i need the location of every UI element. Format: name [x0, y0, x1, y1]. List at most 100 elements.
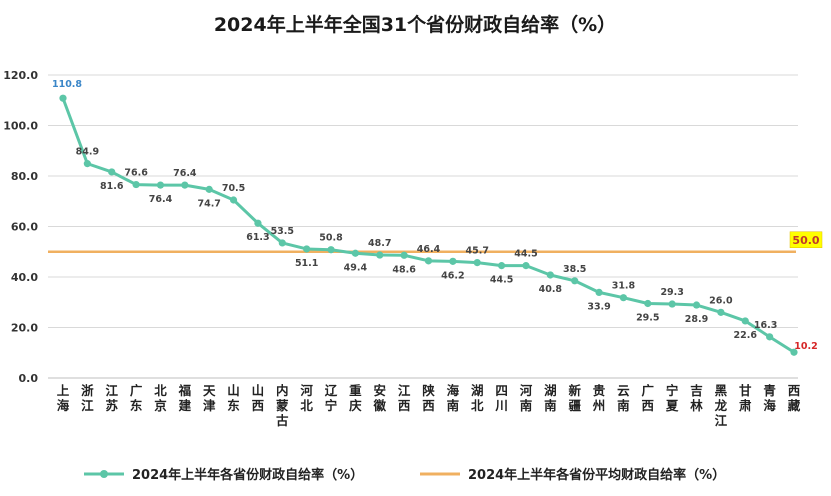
legend-label-average: 2024年上半年各省份平均财政自给率（%）: [468, 467, 725, 483]
point-27: [717, 308, 725, 316]
point-30: [790, 348, 798, 356]
data-label-15: 46.4: [417, 244, 441, 255]
point-16: [449, 257, 457, 265]
x-tick-label-18: 四川: [494, 383, 508, 413]
y-tick-label-4: 80.0: [11, 170, 38, 183]
x-tick-label-30: 西藏: [788, 383, 801, 413]
point-6: [205, 185, 213, 193]
legend-label-series: 2024年上半年各省份财政自给率（%）: [132, 467, 363, 483]
x-tick-label-5: 福建: [178, 383, 192, 413]
data-label-7: 70.5: [222, 183, 245, 194]
x-tick-label-7: 山东: [227, 383, 240, 413]
point-13: [376, 251, 384, 259]
data-label-19: 44.5: [514, 249, 537, 260]
data-label-11: 50.8: [319, 233, 343, 244]
y-tick-label-5: 100.0: [3, 120, 38, 133]
point-28: [741, 317, 749, 325]
x-tick-label-4: 北京: [154, 383, 167, 413]
y-tick-label-0: 0.0: [19, 372, 39, 385]
x-tick-label-11: 辽宁: [325, 383, 338, 413]
data-label-12: 49.4: [344, 262, 368, 273]
data-label-23: 31.8: [612, 281, 636, 292]
point-10: [303, 245, 311, 253]
x-tick-label-16: 海南: [447, 383, 460, 413]
data-label-14: 48.6: [392, 264, 416, 275]
point-26: [692, 301, 701, 309]
x-tick-label-29: 青海: [763, 383, 776, 413]
point-12: [351, 249, 359, 257]
y-tick-label-6: 120.0: [3, 69, 38, 82]
x-tick-label-25: 宁夏: [665, 383, 679, 413]
point-14: [400, 251, 408, 259]
point-17: [473, 259, 481, 267]
data-label-0: 110.8: [52, 79, 82, 90]
data-label-29: 16.3: [754, 320, 777, 331]
x-tick-label-3: 广东: [130, 383, 143, 413]
series-line: [59, 94, 798, 356]
grid: [48, 74, 798, 379]
x-tick-label-6: 天津: [203, 383, 216, 413]
data-label-27: 26.0: [709, 295, 733, 306]
x-tick-label-17: 湖北: [471, 383, 484, 413]
data-label-16: 46.2: [441, 270, 464, 281]
x-tick-label-1: 浙江: [81, 383, 94, 413]
point-25: [668, 300, 676, 308]
x-tick-label-15: 陕西: [422, 383, 435, 413]
x-tick-label-13: 安徽: [373, 383, 387, 413]
point-5: [181, 181, 189, 189]
point-19: [522, 262, 530, 270]
data-label-13: 48.7: [368, 238, 391, 249]
data-label-26: 28.9: [685, 314, 708, 325]
point-22: [595, 288, 603, 297]
point-23: [619, 294, 628, 302]
point-15: [424, 257, 433, 265]
data-label-1: 84.9: [76, 147, 99, 158]
x-tick-label-24: 广西: [642, 383, 655, 413]
point-2: [108, 168, 116, 176]
data-label-4: 76.4: [149, 194, 173, 205]
x-tick-label-19: 河南: [520, 383, 533, 413]
legend: 2024年上半年各省份财政自给率（%） 2024年上半年各省份平均财政自给率（%…: [84, 467, 725, 483]
chart-title: 2024年上半年全国31个省份财政自给率（%）: [214, 13, 616, 36]
point-20: [546, 271, 554, 279]
average-label: 50.0: [792, 234, 819, 247]
data-label-30: 10.2: [794, 341, 817, 352]
data-label-10: 51.1: [295, 258, 318, 269]
point-7: [229, 196, 238, 204]
x-tick-label-10: 河北: [300, 383, 313, 413]
data-label-2: 81.6: [100, 181, 124, 192]
y-axis: 0.0 20.0 40.0 60.0 80.0 100.0 120.0: [3, 69, 38, 385]
average-label-box: [789, 231, 823, 248]
x-tick-label-14: 江西: [398, 383, 411, 413]
data-label-18: 44.5: [490, 275, 513, 286]
data-label-8: 61.3: [246, 232, 269, 243]
x-tick-label-21: 新疆: [568, 383, 581, 413]
point-0: [59, 94, 67, 102]
average-line: 50.0: [48, 231, 823, 253]
data-labels: 110.8 84.9 81.676.6 76.4 76.4 74.770.5 61.353.…: [52, 79, 818, 352]
legend-marker-series: [100, 470, 108, 478]
x-tick-label-20: 湖南: [544, 383, 557, 413]
x-axis: 上海浙江江苏广东北京福建天津山东山西内蒙古河北辽宁重庆安徽江西陕西海南湖北四川河…: [57, 383, 801, 428]
point-24: [644, 299, 652, 308]
data-label-21: 38.5: [563, 264, 586, 275]
point-4: [156, 181, 165, 189]
data-label-22: 33.9: [587, 301, 610, 312]
x-tick-label-27: 黑龙江: [714, 383, 728, 428]
x-tick-label-2: 江苏: [105, 383, 118, 413]
point-21: [571, 277, 579, 285]
point-18: [498, 262, 506, 270]
data-label-24: 29.5: [636, 313, 659, 324]
data-label-9: 53.5: [271, 226, 294, 237]
data-label-5: 76.4: [173, 168, 197, 179]
point-3: [132, 180, 140, 189]
data-label-6: 74.7: [197, 198, 220, 209]
data-label-25: 29.3: [660, 287, 683, 298]
data-label-20: 40.8: [539, 284, 563, 295]
x-tick-label-26: 吉林: [690, 383, 703, 413]
point-11: [327, 246, 335, 254]
x-tick-label-22: 贵州: [592, 383, 606, 413]
x-tick-label-28: 甘肃: [739, 383, 752, 413]
y-tick-label-3: 60.0: [11, 221, 38, 234]
